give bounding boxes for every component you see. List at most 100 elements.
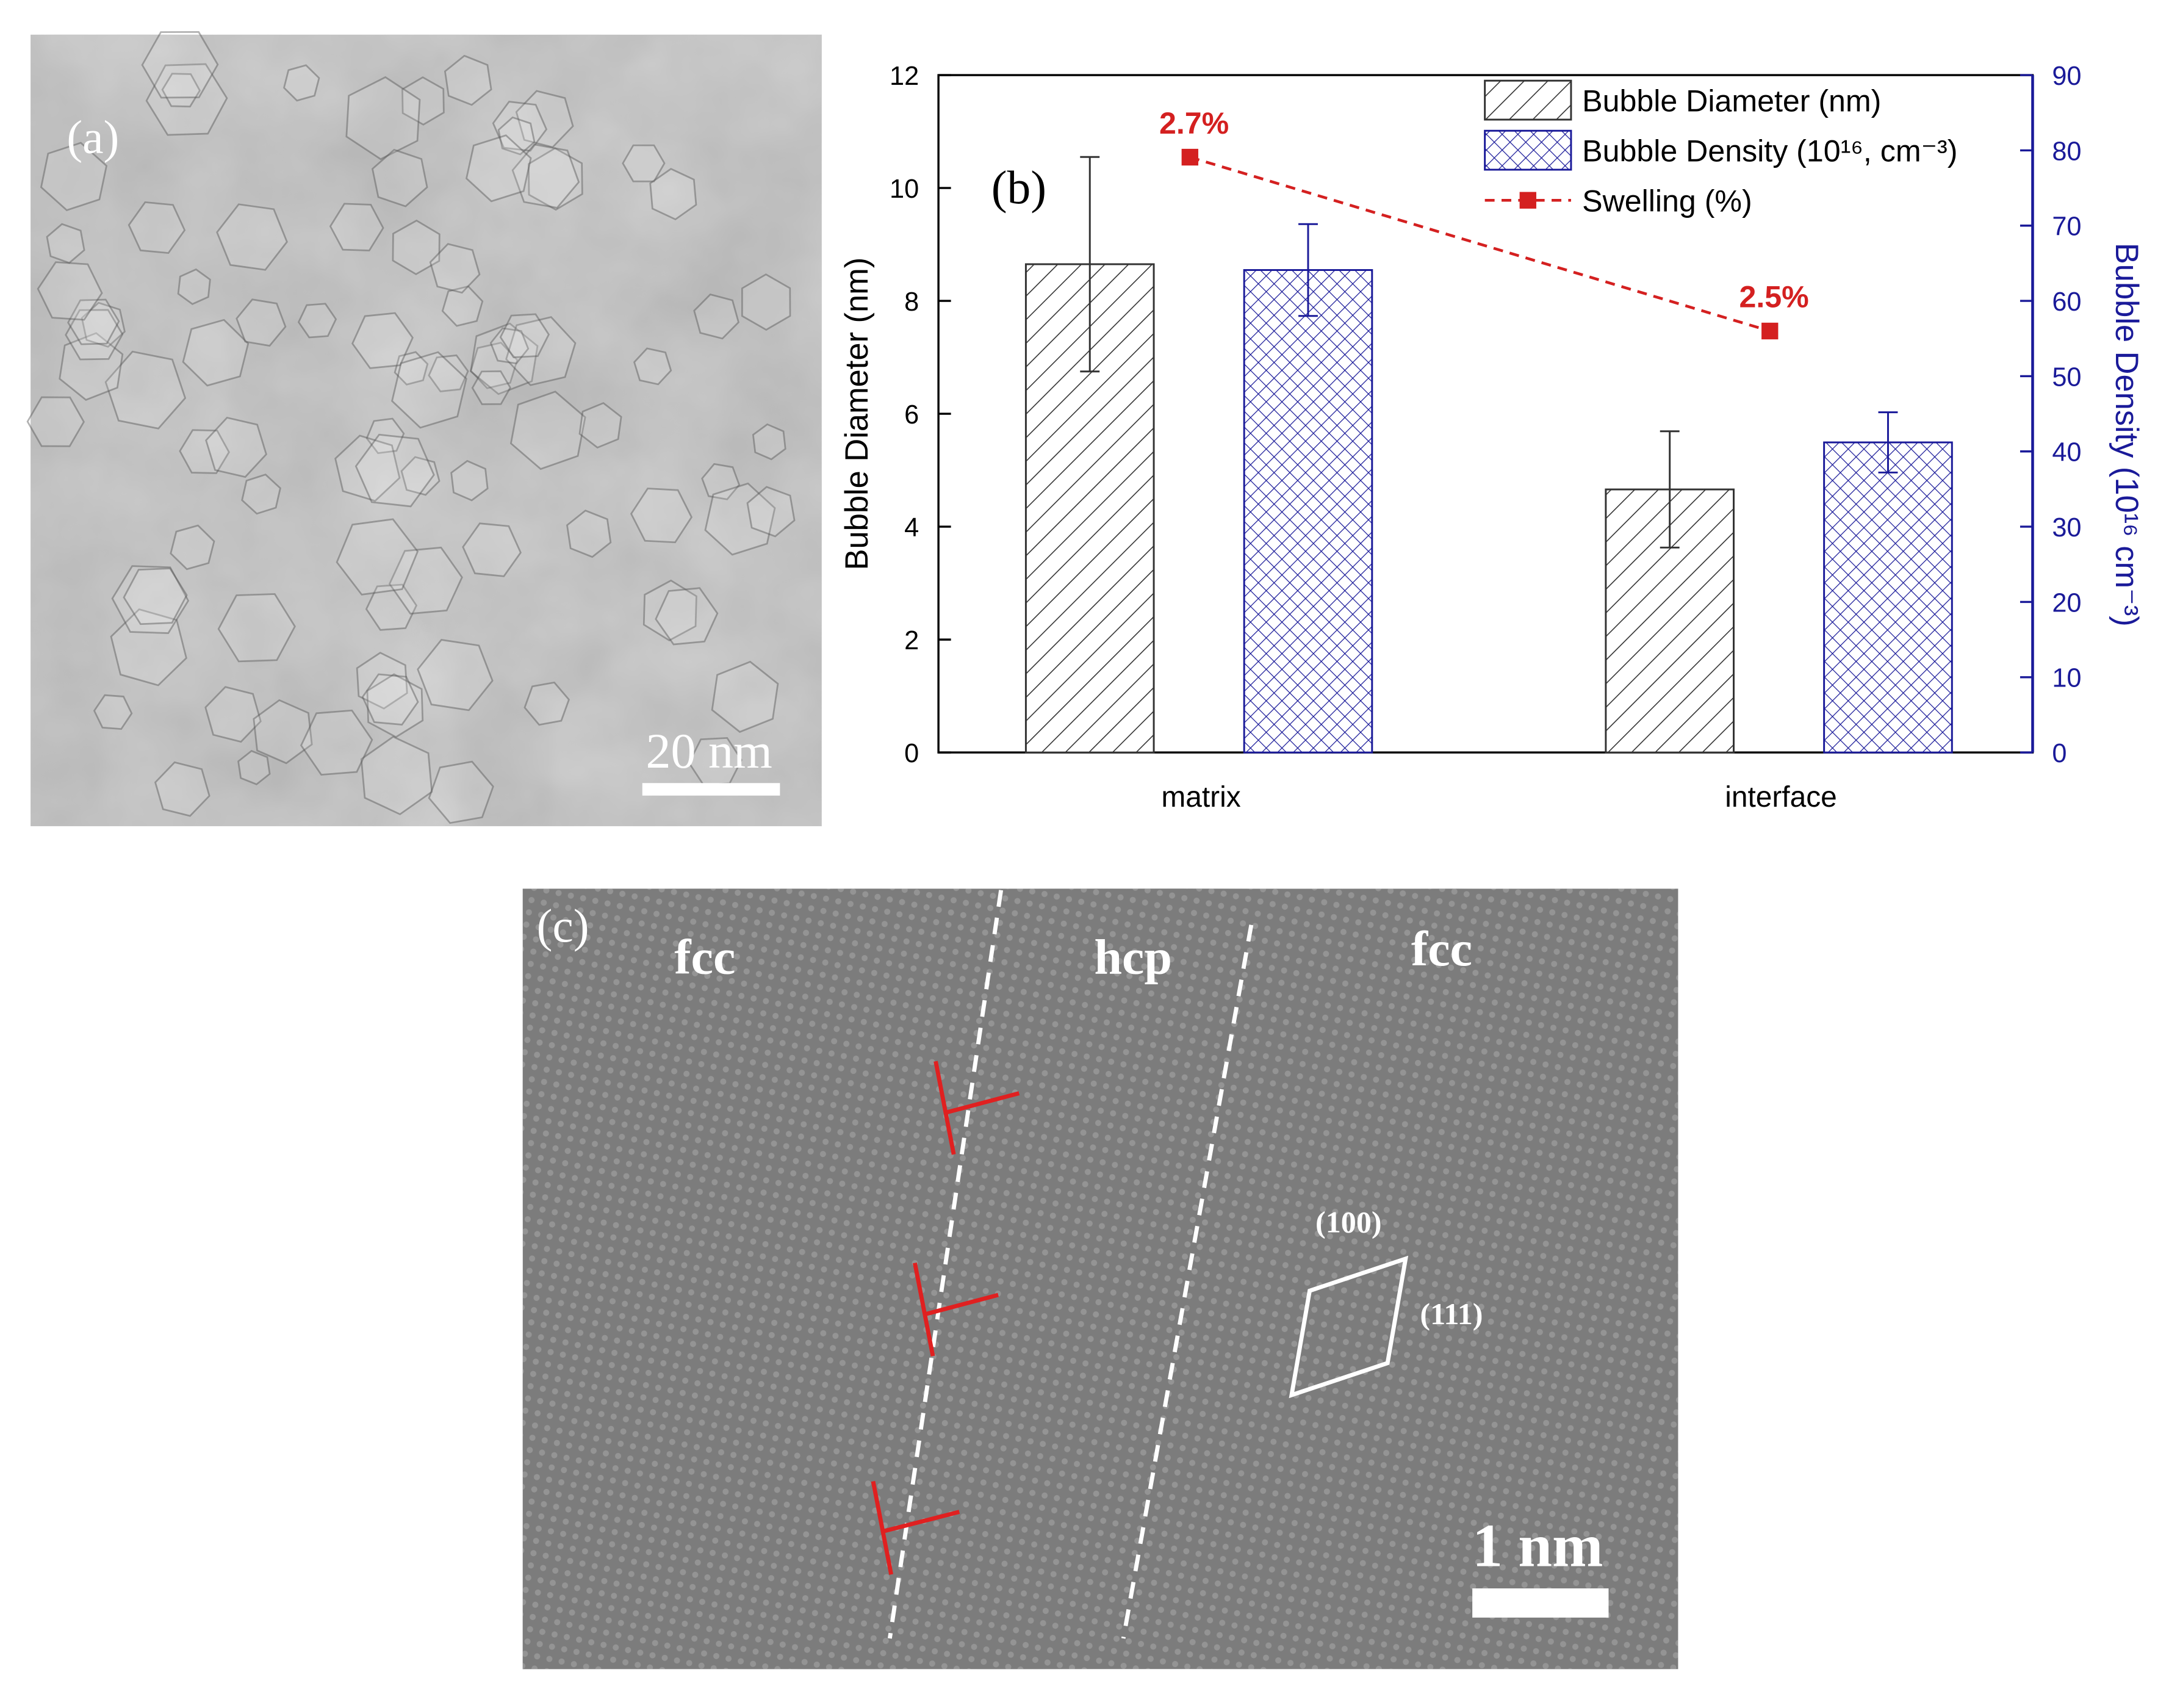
y2-tick-label: 10: [2052, 664, 2081, 693]
bubble: [356, 652, 408, 710]
bubble: [401, 76, 445, 126]
region-label: hcp: [1094, 929, 1172, 985]
bubble: [46, 223, 85, 264]
dislocation: [913, 1262, 999, 1357]
bubble: [345, 76, 421, 160]
bubble: [470, 322, 539, 395]
bubble: [741, 273, 791, 331]
y2-tick-label: 90: [2052, 62, 2081, 91]
x-tick-label: matrix: [1161, 781, 1240, 813]
bubble: [444, 54, 492, 106]
bubble: [701, 463, 741, 500]
y2-tick-label: 70: [2052, 212, 2081, 242]
bubble: [336, 518, 419, 596]
legend-swatch: [1484, 129, 1572, 171]
y-tick-label: 12: [890, 62, 919, 91]
bubble: [141, 31, 219, 99]
bubble: [182, 319, 250, 387]
lattice: [522, 888, 1678, 1670]
line: [1189, 156, 1771, 333]
bubble: [59, 332, 124, 401]
y-tick-label: 0: [904, 739, 919, 768]
y2-tick-label: 50: [2052, 362, 2081, 392]
bubbles: [26, 31, 796, 824]
y2-tick-label: 60: [2052, 287, 2081, 317]
bubble: [523, 681, 570, 726]
y2-tick-label: 40: [2052, 438, 2081, 467]
bubble: [37, 261, 103, 321]
legend-label: Bubble Diameter (nm): [1582, 84, 1881, 118]
bubble: [297, 303, 337, 339]
error-bar: [1080, 156, 1100, 373]
y-tick-label: 6: [904, 400, 919, 430]
boundary: [1121, 924, 1254, 1639]
bubble: [351, 312, 414, 369]
bubble: [392, 219, 441, 275]
dislocations: [871, 1061, 1020, 1575]
scale-bar: [1472, 1588, 1609, 1618]
marker: [1181, 148, 1198, 166]
bubble: [428, 354, 469, 392]
bubble: [566, 510, 612, 558]
bubble: [394, 351, 429, 386]
bubble: [527, 147, 583, 211]
bubble: [622, 144, 666, 182]
bubble: [388, 546, 463, 615]
bar: [1823, 441, 1953, 754]
bubble: [360, 735, 433, 815]
bubble: [329, 203, 384, 251]
bubble: [179, 429, 230, 474]
dislocation: [934, 1061, 1020, 1155]
bubble: [499, 313, 550, 358]
bubble: [366, 673, 424, 738]
panel-c: (c) fcc hcp fcc (100) (111) 1 nm: [522, 888, 1678, 1670]
bubble: [462, 522, 522, 577]
y-tick-label: 8: [904, 287, 919, 317]
error-bar: [1660, 430, 1680, 549]
scale-bar: [642, 783, 780, 796]
bubble: [391, 351, 467, 429]
bubble: [465, 134, 532, 203]
panel-label: (b): [991, 161, 1046, 214]
unit-cell: [1289, 1255, 1409, 1399]
bubble: [428, 760, 494, 824]
bubble: [693, 294, 739, 340]
value-label: 2.7%: [1159, 106, 1229, 140]
plane-label: (100): [1315, 1205, 1382, 1239]
dislocation: [871, 1480, 960, 1575]
bubble: [237, 750, 271, 785]
y-axis-label: Bubble Diameter (nm): [840, 258, 875, 571]
bubble: [633, 347, 672, 386]
scale-bar-label: 20 nm: [646, 723, 772, 779]
bubble: [217, 593, 296, 663]
marker: [1761, 322, 1779, 340]
y2-tick-label: 20: [2052, 588, 2081, 618]
bubble: [746, 486, 796, 538]
bubble: [489, 327, 530, 365]
y-tick-label: 4: [904, 513, 919, 542]
bubble: [505, 316, 577, 386]
bubble: [123, 568, 188, 625]
bubble: [161, 73, 201, 107]
bubble: [441, 285, 484, 327]
scale-bar-label: 1 nm: [1472, 1512, 1603, 1579]
chart: (b) 0 2 4 6 8 10 12 0 10 20 30 40 50 60 70 80 90 Bubble D…: [840, 62, 2144, 813]
bubble: [492, 101, 548, 152]
bubble: [241, 474, 281, 515]
bubble: [104, 350, 187, 430]
bubble: [400, 456, 441, 496]
bubble: [26, 396, 85, 447]
y2-axis-label: Bubble Density (10¹⁶ cm⁻³): [2109, 243, 2144, 627]
bubble: [752, 423, 786, 461]
micrograph-texture: [31, 34, 822, 826]
bubble: [145, 63, 228, 136]
y2-tick-label: 80: [2052, 137, 2081, 166]
bubble: [154, 761, 210, 817]
error-bar: [1298, 223, 1318, 317]
legend-label: Swelling (%): [1582, 184, 1752, 218]
legend-swatch: [1484, 79, 1572, 121]
bubble: [354, 433, 435, 508]
bubble: [110, 608, 187, 686]
bubble: [170, 524, 215, 571]
bubble: [177, 268, 211, 305]
